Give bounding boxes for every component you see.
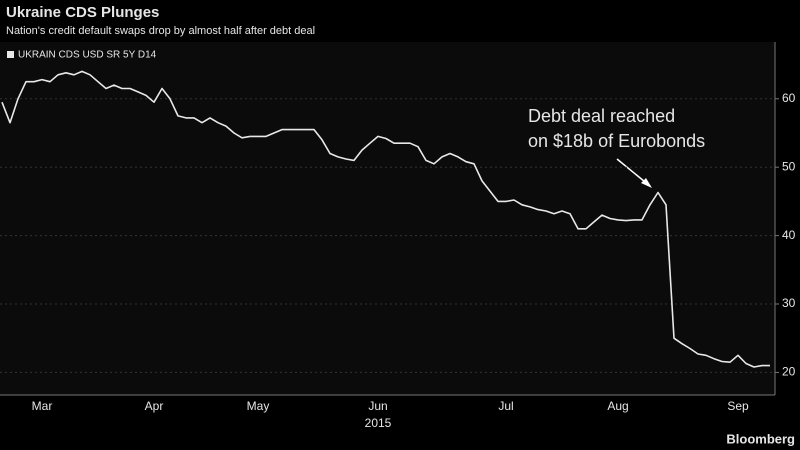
y-tick-label: 60 (782, 91, 796, 105)
annotation: Debt deal reached (528, 106, 675, 126)
x-tick-label: May (247, 399, 270, 413)
y-tick-label: 30 (782, 296, 796, 310)
y-tick-label: 40 (782, 228, 796, 242)
chart-title: Ukraine CDS Plunges (6, 4, 159, 21)
x-tick-label: Mar (32, 399, 53, 413)
legend-label: UKRAIN CDS USD SR 5Y D14 (18, 50, 157, 61)
x-axis-label: 2015 (365, 416, 392, 430)
plot-area (0, 42, 775, 395)
x-tick-label: Jun (368, 399, 387, 413)
data-line (1, 70, 770, 368)
annotation-arrowhead (641, 178, 652, 188)
x-tick-label: Sep (727, 399, 749, 413)
x-tick-label: Aug (607, 399, 628, 413)
annotation: on $18b of Eurobonds (528, 131, 705, 151)
chart-subtitle: Nation's credit default swaps drop by al… (6, 25, 315, 37)
y-tick-label: 20 (782, 365, 796, 379)
x-tick-label: Jul (498, 399, 513, 413)
y-tick-label: 50 (782, 159, 796, 173)
legend-swatch (7, 51, 14, 58)
x-tick-label: Apr (145, 399, 164, 413)
source: Bloomberg (726, 431, 795, 446)
